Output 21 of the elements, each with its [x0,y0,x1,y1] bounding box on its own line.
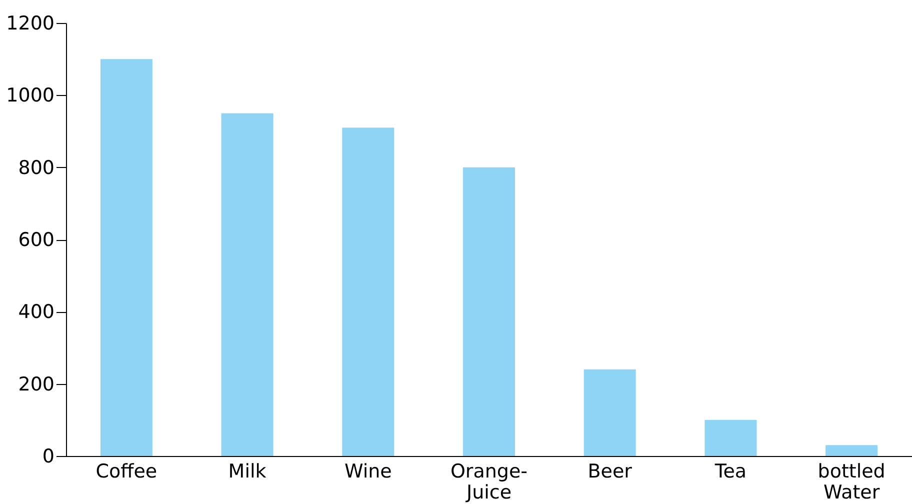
y-tick-label: 400 [18,301,54,324]
y-tick-label: 1200 [6,12,54,34]
bar [704,420,757,456]
x-tick-label: bottled Water [818,460,886,504]
bar [100,59,152,456]
x-tick-label: Beer [588,460,632,482]
x-tick-label: Tea [714,460,747,482]
bar [826,445,878,456]
y-tick-label: 600 [18,229,54,251]
y-tick-label: 800 [18,156,54,179]
x-tick-label: Wine [344,460,392,482]
bar [463,167,515,456]
y-tick-label: 0 [42,446,54,468]
x-tick-label: Orange- Juice [450,460,528,504]
y-tick-label: 1000 [6,84,54,107]
bar [221,113,274,456]
y-tick-label: 200 [18,373,54,396]
x-tick-label: Milk [228,460,266,482]
bar [342,128,394,456]
bar [584,369,636,456]
x-tick-label: Coffee [96,460,158,482]
